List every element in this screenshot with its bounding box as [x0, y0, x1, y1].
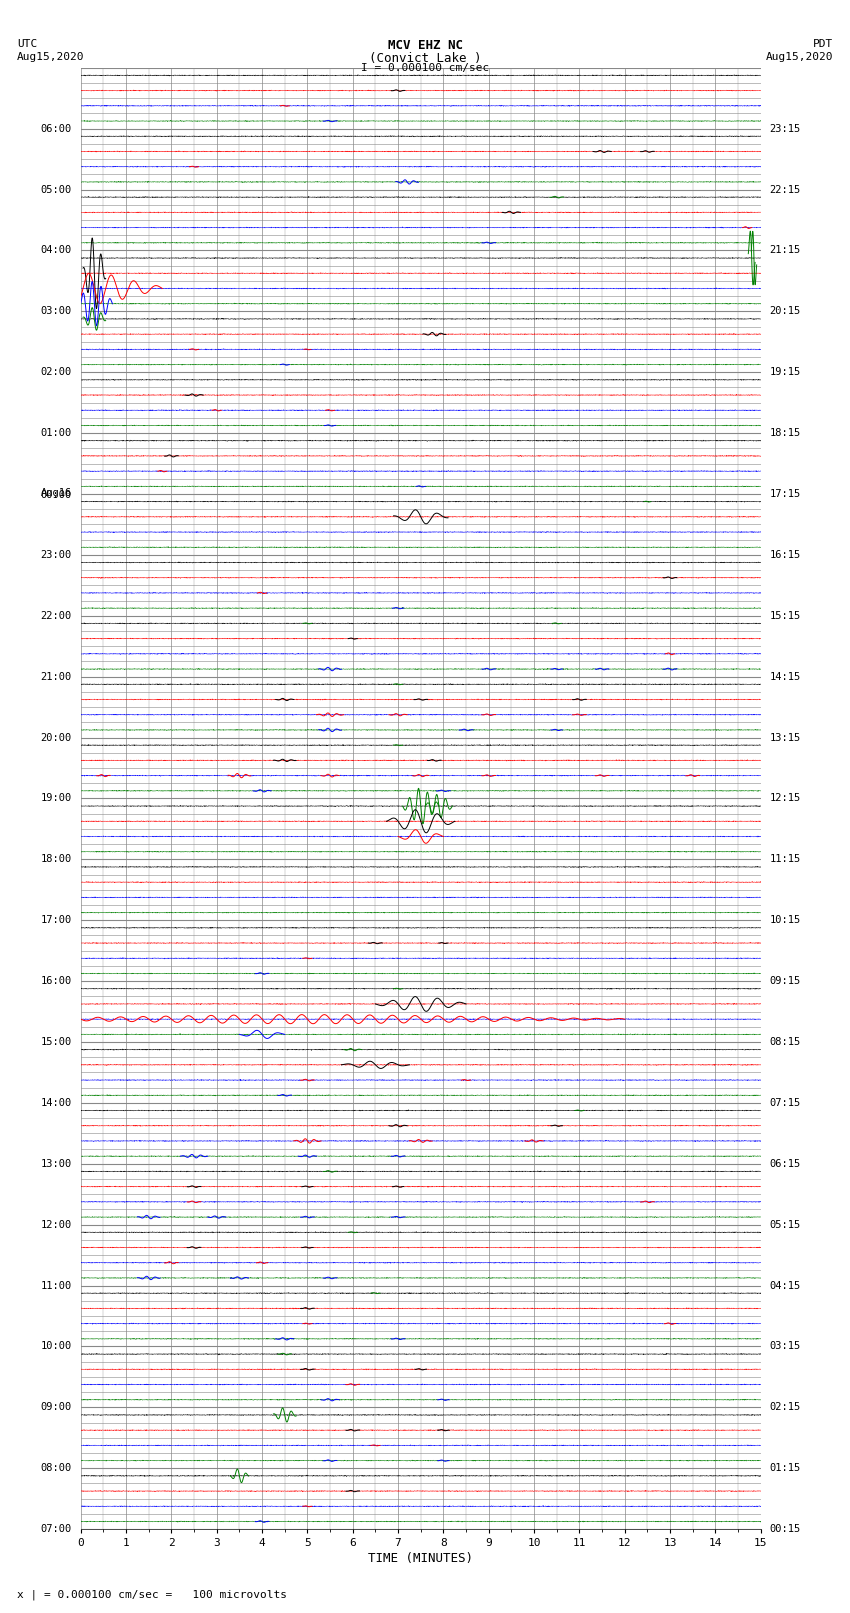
- Text: 00:15: 00:15: [769, 1524, 801, 1534]
- Text: 22:00: 22:00: [41, 611, 72, 621]
- X-axis label: TIME (MINUTES): TIME (MINUTES): [368, 1552, 473, 1565]
- Text: 03:00: 03:00: [41, 306, 72, 316]
- Text: 01:15: 01:15: [769, 1463, 801, 1473]
- Text: 08:15: 08:15: [769, 1037, 801, 1047]
- Text: 10:15: 10:15: [769, 915, 801, 926]
- Text: 06:00: 06:00: [41, 124, 72, 134]
- Text: 12:00: 12:00: [41, 1219, 72, 1229]
- Text: 22:15: 22:15: [769, 184, 801, 195]
- Text: 04:15: 04:15: [769, 1281, 801, 1290]
- Text: 02:00: 02:00: [41, 368, 72, 377]
- Text: 15:15: 15:15: [769, 611, 801, 621]
- Text: 05:15: 05:15: [769, 1219, 801, 1229]
- Text: 20:00: 20:00: [41, 732, 72, 742]
- Text: 03:15: 03:15: [769, 1342, 801, 1352]
- Text: 09:00: 09:00: [41, 1402, 72, 1413]
- Text: Aug15,2020: Aug15,2020: [17, 52, 84, 61]
- Text: MCV EHZ NC: MCV EHZ NC: [388, 39, 462, 52]
- Text: UTC: UTC: [17, 39, 37, 48]
- Text: 14:15: 14:15: [769, 671, 801, 682]
- Text: 12:15: 12:15: [769, 794, 801, 803]
- Text: 21:00: 21:00: [41, 671, 72, 682]
- Text: 05:00: 05:00: [41, 184, 72, 195]
- Text: 11:15: 11:15: [769, 855, 801, 865]
- Text: 08:00: 08:00: [41, 1463, 72, 1473]
- Text: 13:00: 13:00: [41, 1158, 72, 1169]
- Text: 19:00: 19:00: [41, 794, 72, 803]
- Text: 16:15: 16:15: [769, 550, 801, 560]
- Text: 10:00: 10:00: [41, 1342, 72, 1352]
- Text: x | = 0.000100 cm/sec =   100 microvolts: x | = 0.000100 cm/sec = 100 microvolts: [17, 1589, 287, 1600]
- Text: 07:00: 07:00: [41, 1524, 72, 1534]
- Text: 18:15: 18:15: [769, 427, 801, 439]
- Text: 04:00: 04:00: [41, 245, 72, 255]
- Text: 01:00: 01:00: [41, 427, 72, 439]
- Text: I = 0.000100 cm/sec: I = 0.000100 cm/sec: [361, 63, 489, 73]
- Text: 23:00: 23:00: [41, 550, 72, 560]
- Text: Aug16: Aug16: [41, 489, 72, 498]
- Text: 00:00: 00:00: [41, 490, 72, 500]
- Text: 16:00: 16:00: [41, 976, 72, 986]
- Text: 07:15: 07:15: [769, 1098, 801, 1108]
- Text: (Convict Lake ): (Convict Lake ): [369, 52, 481, 65]
- Text: 21:15: 21:15: [769, 245, 801, 255]
- Text: 06:15: 06:15: [769, 1158, 801, 1169]
- Text: 20:15: 20:15: [769, 306, 801, 316]
- Text: 19:15: 19:15: [769, 368, 801, 377]
- Text: 15:00: 15:00: [41, 1037, 72, 1047]
- Text: 09:15: 09:15: [769, 976, 801, 986]
- Text: PDT: PDT: [813, 39, 833, 48]
- Text: 23:15: 23:15: [769, 124, 801, 134]
- Text: 13:15: 13:15: [769, 732, 801, 742]
- Text: 17:15: 17:15: [769, 489, 801, 498]
- Text: 14:00: 14:00: [41, 1098, 72, 1108]
- Text: 18:00: 18:00: [41, 855, 72, 865]
- Text: 02:15: 02:15: [769, 1402, 801, 1413]
- Text: 17:00: 17:00: [41, 915, 72, 926]
- Text: 11:00: 11:00: [41, 1281, 72, 1290]
- Text: Aug15,2020: Aug15,2020: [766, 52, 833, 61]
